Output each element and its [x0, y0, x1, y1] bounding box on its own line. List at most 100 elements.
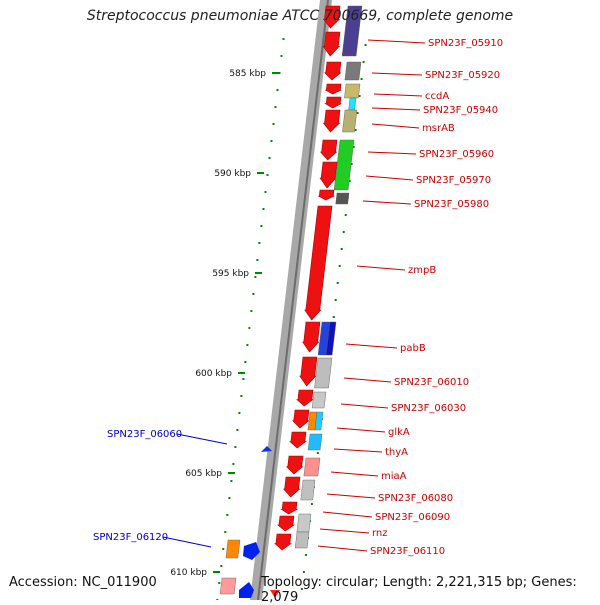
scale-dot [342, 231, 345, 233]
scale-tick [238, 372, 245, 374]
scale-dot [260, 225, 263, 227]
gene-arrow [289, 431, 307, 449]
label-leader-line [371, 107, 421, 111]
scale-dot [278, 72, 281, 74]
scale-dot [250, 310, 253, 312]
gene-arrow [285, 455, 304, 475]
gene-label: glkA [388, 427, 410, 438]
gene-box [344, 83, 361, 99]
scale-dot [348, 180, 351, 182]
scale-tick-label: 605 kbp [185, 469, 222, 479]
scale-tick [255, 272, 262, 274]
gene-label: SPN23F_05920 [425, 70, 500, 81]
scale-dot [258, 242, 261, 244]
gene-labels-layer: SPN23F_05910 SPN23F_05920 ccdA SPN23F_05940… [93, 38, 503, 557]
gene-label: msrAB [422, 123, 455, 134]
scale-dot [350, 163, 353, 165]
label-leader-line [365, 175, 414, 181]
gene-arrow [299, 356, 318, 387]
scale-dot [276, 89, 279, 91]
scale-tick-label: 600 kbp [195, 369, 232, 379]
gene-label: thyA [385, 447, 408, 458]
scale-dot [360, 78, 363, 80]
label-leader-line [356, 265, 406, 271]
gene-arrow [325, 83, 342, 95]
gene-arrow [270, 590, 280, 598]
scale-dot [254, 276, 257, 278]
scale-dot [220, 565, 223, 567]
gene-arrow [322, 5, 341, 29]
gene-box [225, 539, 241, 559]
scale-dot [218, 582, 221, 584]
scale-dot [302, 571, 305, 573]
gene-box [294, 531, 310, 549]
label-leader-line [343, 377, 392, 383]
scale-dot [362, 61, 365, 63]
label-leader-line [333, 448, 383, 453]
label-leader-line [362, 200, 412, 205]
scale-dot [222, 548, 225, 550]
gene-arrow [302, 321, 321, 353]
scale-dot [252, 293, 255, 295]
label-leader-line [371, 72, 423, 76]
scale-tick-label: 585 kbp [229, 69, 266, 79]
gene-label: SPN23F_05970 [416, 175, 491, 186]
label-leader-line [367, 151, 417, 155]
gene-arrow-reverse [243, 542, 260, 560]
label-leader-line [373, 93, 423, 97]
scale-dot [280, 55, 283, 57]
gene-label: zmpB [408, 265, 436, 276]
accession-text: Accession: NC_011900 [9, 575, 157, 590]
scale-dot [232, 463, 235, 465]
gene-arrow [291, 409, 310, 429]
scale-dot [282, 38, 285, 40]
gene-arrow [280, 501, 299, 515]
gene-arrow [304, 205, 333, 321]
gene-label: SPN23F_06030 [391, 403, 466, 414]
scale-dot [228, 497, 231, 499]
scale-tick [272, 72, 279, 74]
scale-dot [236, 429, 239, 431]
gene-arrow [322, 109, 341, 133]
gene-label: pabB [400, 343, 426, 354]
scale-dot [354, 129, 357, 131]
gene-arrow [318, 189, 335, 201]
gene-arrow [282, 476, 301, 498]
gene-box [311, 391, 327, 409]
label-leader-line [336, 427, 386, 433]
gene-label: SPN23F_06080 [378, 493, 453, 504]
gene-arrow-reverse [261, 446, 272, 452]
scale-layer: 585 kbp 590 kbp 595 kbp 600 kbp 605 kbp 610 k… [170, 69, 279, 578]
gene-box [325, 321, 337, 356]
map-title: Streptococcus pneumoniae ATCC 700669, co… [86, 8, 514, 24]
gene-label: SPN23F_06010 [394, 377, 469, 388]
scale-tick-label: 595 kbp [212, 269, 249, 279]
scale-dot [364, 44, 367, 46]
gene-arrow [277, 515, 295, 532]
scale-dot [334, 299, 337, 301]
scale-dot [224, 531, 227, 533]
scale-dot [336, 282, 339, 284]
label-leader-line [176, 433, 228, 445]
gene-box [342, 109, 358, 133]
label-leader-line [345, 343, 398, 349]
gene-box [333, 139, 355, 191]
scale-dot [226, 514, 229, 516]
scale-dot [310, 503, 313, 505]
gene-arrow [323, 61, 342, 81]
scale-dot [256, 259, 259, 261]
scale-dot [242, 378, 245, 380]
gene-box [303, 457, 321, 477]
gene-arrow [319, 161, 338, 189]
label-leader-line [317, 545, 368, 552]
scale-dot [270, 140, 273, 142]
gene-box [348, 97, 357, 111]
gene-arrow [322, 31, 341, 57]
scale-tick [228, 472, 235, 474]
scale-dot [248, 327, 251, 329]
gene-label: SPN23F_06090 [375, 512, 450, 523]
gene-label: SPN23F_06060 [107, 429, 182, 440]
gene-arrow [319, 139, 338, 161]
scale-dot [262, 208, 265, 210]
gene-label: ccdA [425, 91, 449, 102]
